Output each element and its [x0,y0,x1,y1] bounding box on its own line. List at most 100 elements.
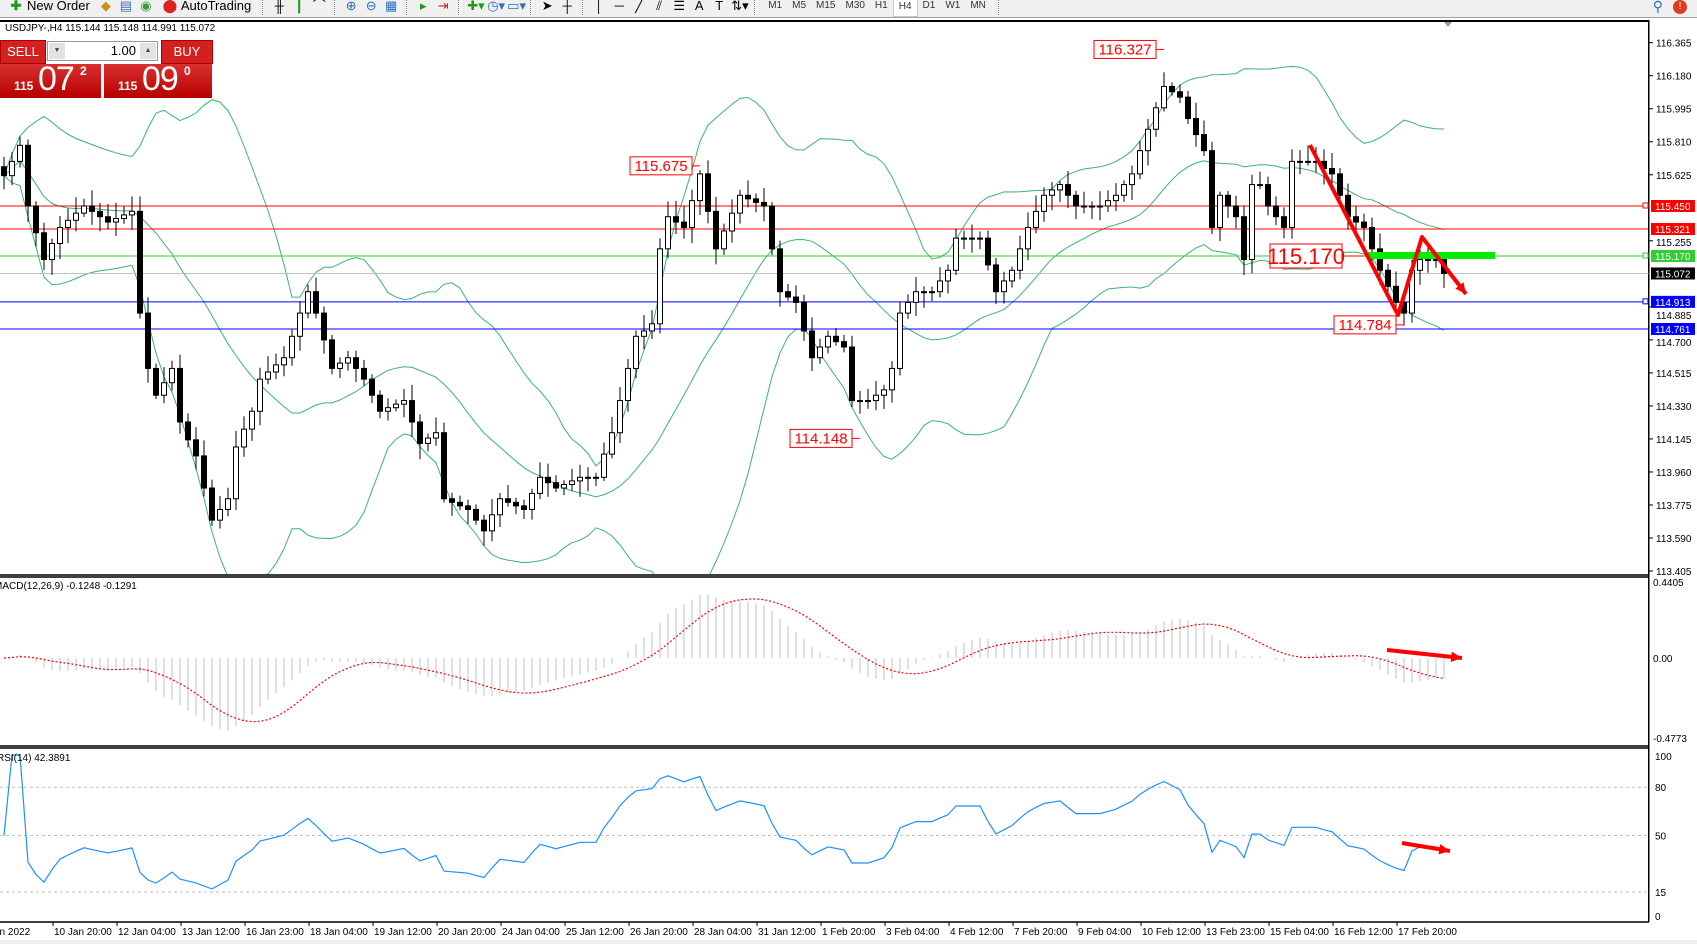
annotation-box [629,156,693,176]
timeframe-d1[interactable]: D1 [922,0,936,11]
candlestick-icon[interactable]: ┃ [295,0,304,13]
indicators-icon[interactable]: ✚▾ [467,0,485,13]
candle-body-bull [305,291,311,314]
candle-body-bear [713,210,719,250]
lot-decrease-button[interactable]: ▼ [49,43,65,59]
candle-body-bear [25,144,31,207]
candle [329,335,335,375]
timeframe-h1[interactable]: H1 [874,0,888,11]
timeframe-m5[interactable]: M5 [792,0,807,11]
timeframe-m15[interactable]: M15 [816,0,836,11]
equidistant-channel-icon[interactable]: ⫽ [656,0,663,13]
price-tick-label: 116.365 [1656,39,1692,50]
sell-price[interactable]: 115 07 2 [0,60,101,98]
price-tag-label: 115.321 [1655,225,1691,236]
candle [1105,190,1111,212]
notification-icon[interactable]: ! [1673,0,1687,14]
periods-icon[interactable]: ◷▾ [487,0,506,13]
price-line-marker [1642,252,1649,259]
templates-icon[interactable]: ▭▾ [507,0,527,13]
candle-body-bear [97,210,103,218]
lot-stepper[interactable]: ▼ ▲ [47,41,158,61]
candle-body-bear [745,194,751,200]
timeframe-h4[interactable]: H4 [892,0,918,17]
candle [297,301,303,351]
line-chart-icon[interactable]: ⌒ [312,0,326,13]
price-tag [1651,223,1695,236]
timeframe-w1[interactable]: W1 [945,0,961,11]
new-order-button[interactable]: ✚ New Order [4,0,94,17]
candle-body-bull [345,357,351,364]
auto-scroll-icon[interactable]: ▸ [419,0,427,13]
candle-body-bear [1369,226,1375,250]
chart-shift-icon[interactable]: ⇥ [437,0,449,13]
zoom-out-icon[interactable]: ⊖ [365,0,377,13]
candle-body-bull [897,312,903,369]
candle [121,206,127,224]
candle-body-bull [1425,259,1431,262]
signals-icon[interactable]: ◉ [140,0,152,13]
candle-body-bull [425,437,431,444]
timeframe-mn[interactable]: MN [970,0,986,11]
market-watch-icon[interactable]: ▤ [119,0,132,13]
timeframe-m30[interactable]: M30 [845,0,865,11]
candle [857,390,863,414]
candle [1289,149,1295,239]
candle [49,238,55,275]
lot-increase-button[interactable]: ▲ [140,43,156,59]
metaeditor-icon[interactable]: ◆ [100,0,111,13]
arrows-icon[interactable]: ⇅▾ [731,0,749,13]
candle [145,297,151,383]
zoom-in-icon[interactable]: ⊕ [345,0,357,13]
candle [929,286,935,301]
price-label-annotation: 114.784 [1333,315,1404,335]
candle-body-bear [1073,194,1079,207]
candle-body-bull [633,335,639,369]
candle [361,359,367,386]
sell-button[interactable]: SELL [0,40,46,64]
sell-price-prefix: 115 [14,79,34,93]
candle [1273,196,1279,225]
candle [1097,191,1103,221]
candle [377,390,383,419]
candle [249,407,255,441]
candle [1257,171,1263,190]
price-tick-label: 115.995 [1656,105,1692,116]
candle-body-bull [721,230,727,250]
vertical-line-icon[interactable]: │ [595,0,604,13]
cursor-icon[interactable]: ➤ [541,0,553,13]
candle [873,381,879,411]
candle-body-bear [1241,216,1247,261]
lot-input[interactable] [68,43,136,58]
fibonacci-icon[interactable]: ☰ [673,0,686,13]
annotation-box [789,428,853,448]
candle-body-bull [273,364,279,373]
time-axis-label: 26 Jan 20:00 [630,927,688,938]
text-icon[interactable]: A [694,0,704,13]
candle [57,216,63,260]
timeframe-m1[interactable]: M1 [768,0,783,11]
candle [1001,271,1007,304]
time-axis-label: 13 Jan 12:00 [182,927,240,938]
candle-body-bull [1097,205,1103,208]
crosshair-icon[interactable]: ┼ [562,0,572,13]
buy-price[interactable]: 115 09 0 [104,60,212,98]
candle-body-bull [225,498,231,510]
bar-chart-icon[interactable]: ╫ [274,0,284,13]
candle [169,360,175,391]
horizontal-line-icon[interactable]: ─ [614,0,624,13]
time-axis-label: 4 Feb 12:00 [950,927,1004,938]
trendline-icon[interactable]: ╱ [635,0,644,13]
buy-button[interactable]: BUY [161,40,213,64]
autotrading-button[interactable]: ⬤ AutoTrading [158,0,255,17]
candle-body-bear [801,301,807,332]
candle [1177,84,1183,104]
text-label-icon[interactable]: T [715,0,724,13]
search-icon[interactable]: ⚲ [1652,0,1663,14]
candle-body-bull [1289,160,1295,228]
candle-body-bull [497,498,503,516]
candle-body-bull [281,357,287,366]
tile-windows-icon[interactable]: ▦ [385,0,398,13]
toolbar-separator [406,0,408,15]
